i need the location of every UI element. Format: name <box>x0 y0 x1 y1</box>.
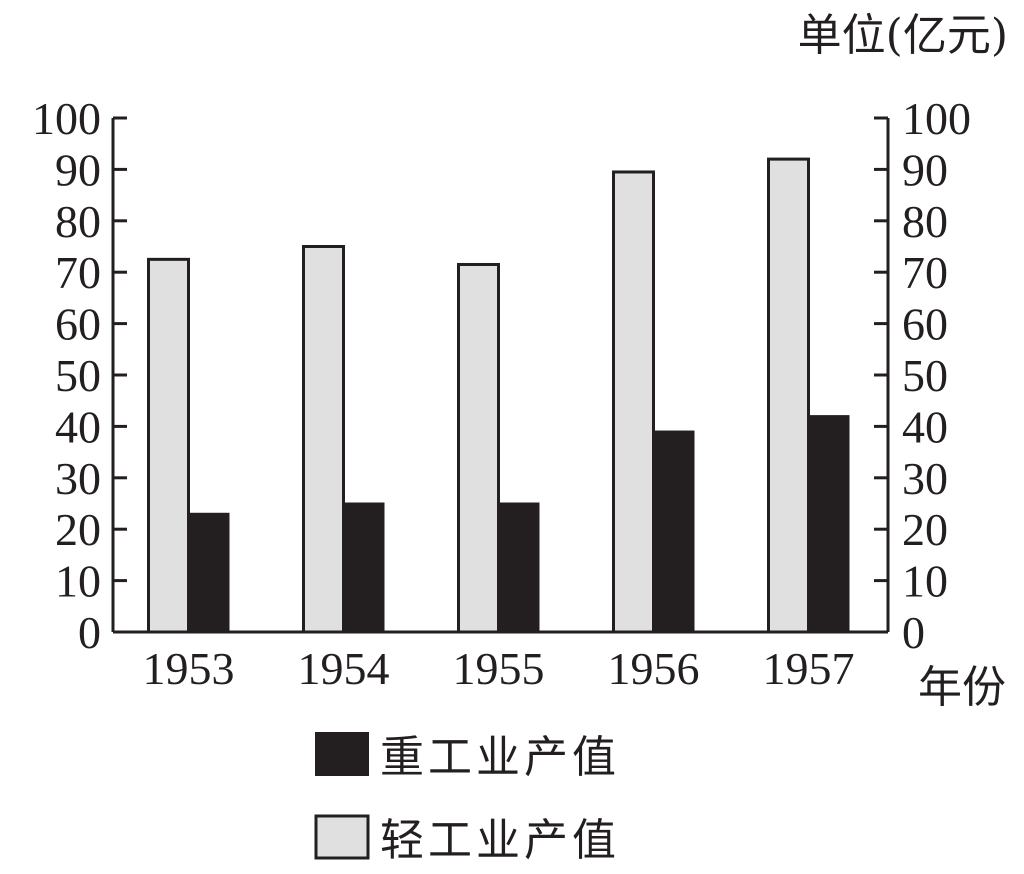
y-tick-label-left: 20 <box>55 504 101 555</box>
y-tick-label-right: 60 <box>902 299 948 350</box>
y-tick-label-right: 20 <box>902 504 948 555</box>
y-tick-label-right: 40 <box>902 401 948 452</box>
legend: 重工业产值 轻工业产值 <box>314 732 620 866</box>
bar-heavy-industry <box>187 512 230 634</box>
y-tick-label-right: 70 <box>902 247 948 298</box>
bar-light-industry <box>612 170 655 634</box>
bar-light-industry <box>767 157 810 634</box>
unit-label: 单位(亿元) <box>798 10 1008 61</box>
y-tick-label-right: 10 <box>902 556 948 607</box>
bar-light-industry <box>302 245 345 634</box>
y-tick-label-right: 100 <box>902 93 971 144</box>
y-tick-label-left: 100 <box>32 93 101 144</box>
y-tick-label-left: 40 <box>55 401 101 452</box>
y-tick-label-right: 50 <box>902 350 948 401</box>
y-tick-label-left: 10 <box>55 556 101 607</box>
bar-heavy-industry <box>342 502 385 633</box>
x-tick-label: 1957 <box>763 643 855 694</box>
x-tick-label: 1956 <box>608 643 700 694</box>
bar-light-industry <box>147 257 190 634</box>
legend-label-light-industry: 轻工业产值 <box>380 815 620 866</box>
bar-heavy-industry <box>652 430 695 634</box>
legend-label-heavy-industry: 重工业产值 <box>380 732 620 783</box>
legend-swatch-light-industry <box>314 814 370 860</box>
bar-heavy-industry <box>807 415 850 633</box>
bars-group <box>147 157 850 634</box>
y-tick-label-right: 90 <box>902 144 948 195</box>
x-tick-label: 1954 <box>298 643 390 694</box>
x-axis-label: 年份 <box>918 662 1006 713</box>
y-tick-label-left: 60 <box>55 299 101 350</box>
x-tick-label: 1955 <box>453 643 545 694</box>
y-tick-label-left: 90 <box>55 144 101 195</box>
y-tick-label-left: 50 <box>55 350 101 401</box>
y-tick-label-left: 0 <box>78 607 101 658</box>
y-tick-label-right: 0 <box>902 607 925 658</box>
y-tick-label-left: 70 <box>55 247 101 298</box>
y-tick-label-left: 80 <box>55 196 101 247</box>
bar-heavy-industry <box>497 502 540 633</box>
x-tick-label: 1953 <box>143 643 235 694</box>
y-tick-label-right: 30 <box>902 453 948 504</box>
y-tick-label-left: 30 <box>55 453 101 504</box>
bar-light-industry <box>457 262 500 634</box>
legend-swatch-heavy-industry <box>315 732 369 776</box>
y-tick-label-right: 80 <box>902 196 948 247</box>
